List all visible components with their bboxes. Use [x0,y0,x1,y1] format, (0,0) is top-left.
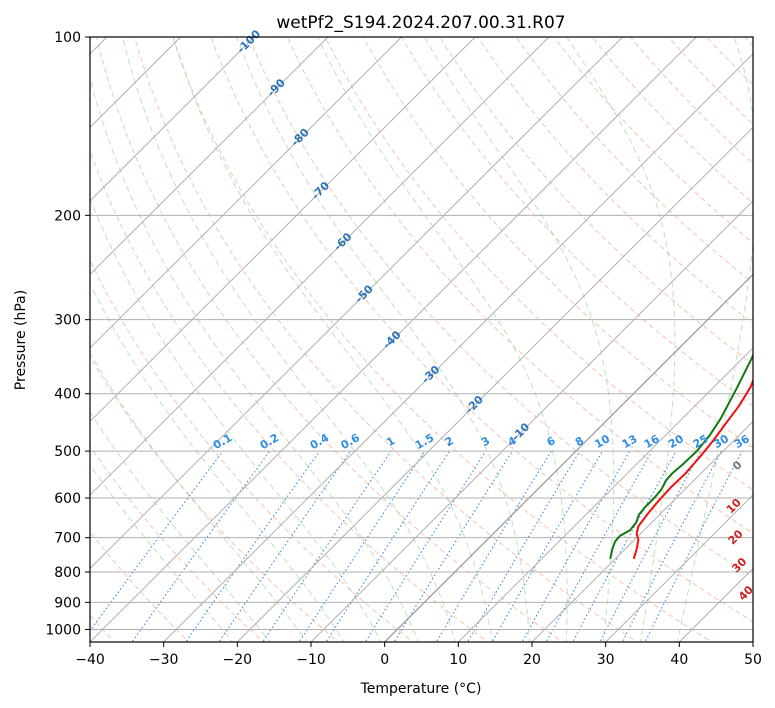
mixing-ratio-line [491,450,603,642]
dry-adiabat [134,37,638,642]
dry-adiabat [439,37,753,366]
isotherm-gridline [90,37,402,349]
moist-adiabat [90,197,382,642]
y-axis-label: Pressure (hPa) [13,290,29,390]
y-tick-label: 500 [54,444,81,460]
y-tick-label: 800 [54,565,81,581]
y-tick-label: 200 [54,208,81,224]
x-tick-label: 10 [449,652,467,668]
temperature-profile-line [632,378,753,560]
mixing-ratio-line [218,450,351,642]
plot-frame [89,36,754,643]
x-axis-label: Temperature (°C) [360,681,482,697]
y-tick-label: 400 [54,387,81,403]
x-tick-label: −30 [149,652,179,668]
isotherm-gridline [90,37,697,642]
y-tick-label: 900 [54,595,81,611]
x-tick-label: −10 [296,652,326,668]
isotherm-gridline [90,37,329,276]
mixing-ratio-line [572,450,677,642]
isotherm-gridline [90,37,623,570]
x-tick-label: 50 [744,652,762,668]
dry-adiabat [90,259,414,642]
dry-adiabat [362,37,753,449]
dry-adiabat [515,37,753,284]
mixing-ratio-line [185,450,321,642]
mixing-ratio-line [393,450,513,642]
y-tick-label: 100 [54,30,81,46]
mixing-ratio-line [298,450,426,642]
x-tick-label: 20 [523,652,541,668]
x-tick-label: 30 [597,652,615,668]
dry-adiabat [286,37,753,534]
x-tick-label: −20 [223,652,253,668]
y-tick-label: 700 [54,531,81,547]
isotherm-gridline [90,37,550,496]
dry-adiabat [324,37,753,491]
isotherm-gridline [90,37,476,423]
mixing-ratio-line [262,450,392,642]
isotherm-gridline [310,200,753,642]
dewpoint-profile-line [609,352,753,560]
plot-area [90,37,753,642]
dry-adiabat [248,37,753,578]
isotherm-gridline [163,53,753,642]
mixing-ratio-line [621,450,722,642]
isotherm-gridline [457,347,753,642]
x-tick-label: 0 [380,652,389,668]
x-tick-label: −40 [75,652,105,668]
mixing-ratio-line [599,450,702,642]
mixing-ratio-line [131,450,271,642]
isotherm-gridline [236,126,753,642]
isotherm-gridline [531,420,753,642]
y-tick-label: 1000 [45,622,81,638]
mixing-ratio-line [90,450,224,632]
chart-title: wetPf2_S194.2024.207.00.31.R07 [276,13,565,33]
mixing-ratio-line [466,450,581,642]
x-tick-label: 40 [670,652,688,668]
zero-isotherm [384,273,753,642]
mixing-ratio-line [325,450,451,642]
y-tick-label: 300 [54,313,81,329]
y-tick-label: 600 [54,491,81,507]
isotherm-gridline [90,37,255,202]
isotherm-gridline [605,494,753,642]
moist-adiabat [90,75,419,642]
